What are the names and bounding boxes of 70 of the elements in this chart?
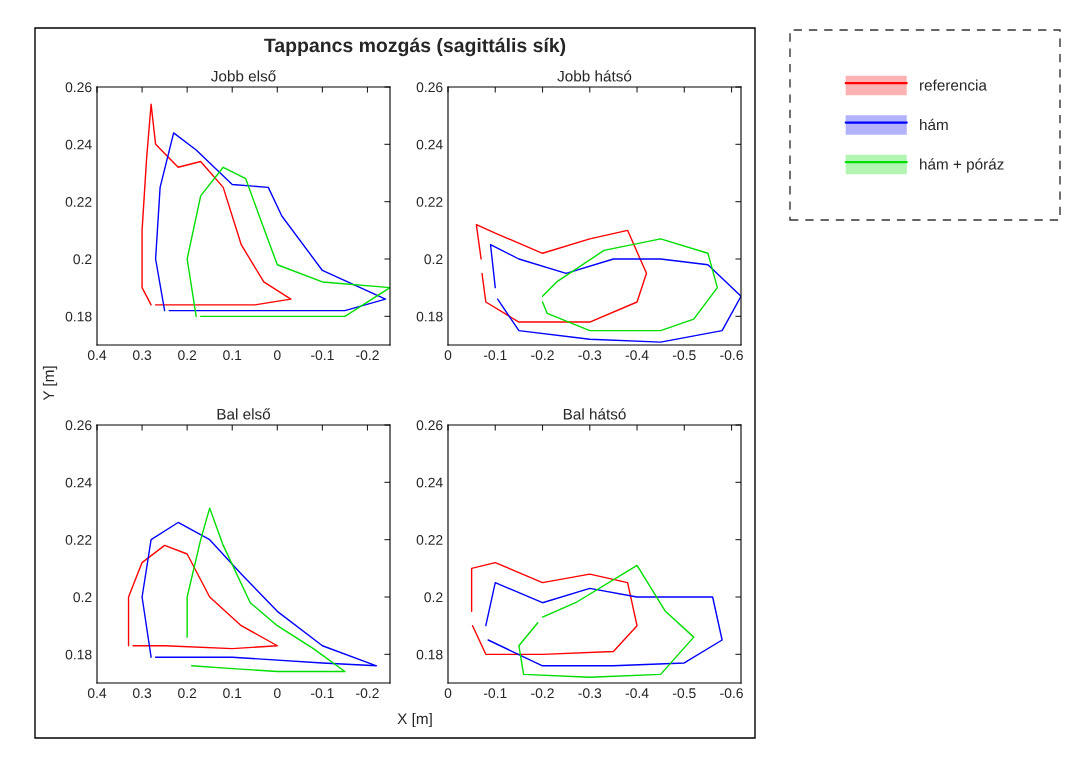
text: Tappancs mozgás (sagittális sík) (264, 37, 566, 57)
x-tick-label: 0 (273, 350, 281, 361)
x-tick-label: 0.2 (178, 688, 197, 699)
chart-title: Jobb első (211, 70, 276, 82)
x-tick-label: -0.1 (311, 350, 334, 361)
x-tick-label: -0.5 (672, 350, 696, 361)
x-tick-label: 0.2 (178, 350, 197, 361)
y-tick-label: 0.2 (73, 254, 92, 265)
y-tick-label: 0.26 (65, 82, 92, 93)
x-axis-title: X [m] (397, 712, 432, 728)
x-tick-label: 0 (444, 688, 452, 699)
x-tick-label: -0.2 (356, 688, 379, 699)
y-tick-label: 0.26 (416, 82, 443, 93)
y-tick-label: 0.18 (65, 649, 92, 660)
legend-label: referencia (920, 79, 987, 91)
y-tick-label: 0.24 (416, 477, 443, 488)
x-tick-label: -0.4 (625, 350, 649, 361)
chart-title: Jobb hátsó (557, 70, 632, 82)
x-tick-label: -0.4 (625, 688, 649, 699)
x-tick-label: -0.2 (531, 350, 554, 361)
legend-label: hám + póráz (920, 158, 1004, 173)
x-tick-label: -0.6 (720, 350, 743, 361)
y-tick-label: 0.2 (73, 592, 92, 603)
x-tick-label: -0.1 (483, 350, 507, 361)
x-tick-label: 0.4 (87, 350, 107, 361)
x-tick-label: 0.1 (223, 350, 242, 361)
y-tick-label: 0.26 (416, 420, 443, 431)
line-series (186, 166, 390, 318)
x-tick-label: 0.3 (132, 350, 152, 361)
x-tick-label: -0.1 (483, 688, 507, 699)
legend-label: hám (920, 118, 948, 131)
x-tick-label: -0.2 (356, 350, 379, 361)
x-tick-label: -0.6 (720, 688, 743, 699)
x-tick-label: -0.2 (531, 688, 554, 699)
line-series (127, 544, 279, 650)
x-tick-label: -0.5 (672, 688, 696, 699)
y-tick-label: 0.26 (65, 420, 92, 431)
line-series (541, 238, 719, 332)
y-axis-title: Y [m] (42, 366, 58, 401)
y-tick-label: 0.22 (65, 197, 92, 207)
line-series (154, 132, 387, 312)
line-series (186, 507, 346, 673)
y-tick-label: 0.18 (65, 311, 92, 322)
y-tick-label: 0.18 (416, 311, 443, 322)
line-series (475, 223, 648, 323)
x-tick-label: -0.3 (578, 688, 602, 699)
x-tick-label: -0.1 (311, 688, 334, 699)
line-series (141, 103, 292, 306)
y-tick-label: 0.24 (65, 477, 92, 488)
line-series (470, 561, 638, 656)
y-tick-label: 0.24 (416, 139, 443, 150)
line-series (489, 243, 741, 343)
chart-title: Bal hátsó (563, 408, 626, 420)
chart-title: Bal első (217, 408, 271, 420)
line-series (485, 581, 723, 667)
line-series (518, 564, 695, 678)
x-tick-label: 0.3 (132, 688, 152, 699)
y-tick-label: 0.2 (424, 254, 443, 265)
y-tick-label: 0.24 (65, 139, 92, 150)
x-tick-label: 0 (444, 350, 452, 361)
x-tick-label: 0.4 (87, 688, 107, 699)
y-tick-label: 0.18 (416, 649, 443, 660)
x-tick-label: 0.1 (223, 688, 242, 699)
x-tick-label: -0.3 (578, 350, 602, 361)
y-tick-label: 0.22 (416, 535, 443, 545)
y-tick-label: 0.2 (424, 592, 443, 603)
y-tick-label: 0.22 (416, 197, 443, 207)
y-tick-label: 0.22 (65, 535, 92, 545)
line-series (141, 521, 378, 667)
x-tick-label: 0 (273, 688, 281, 699)
